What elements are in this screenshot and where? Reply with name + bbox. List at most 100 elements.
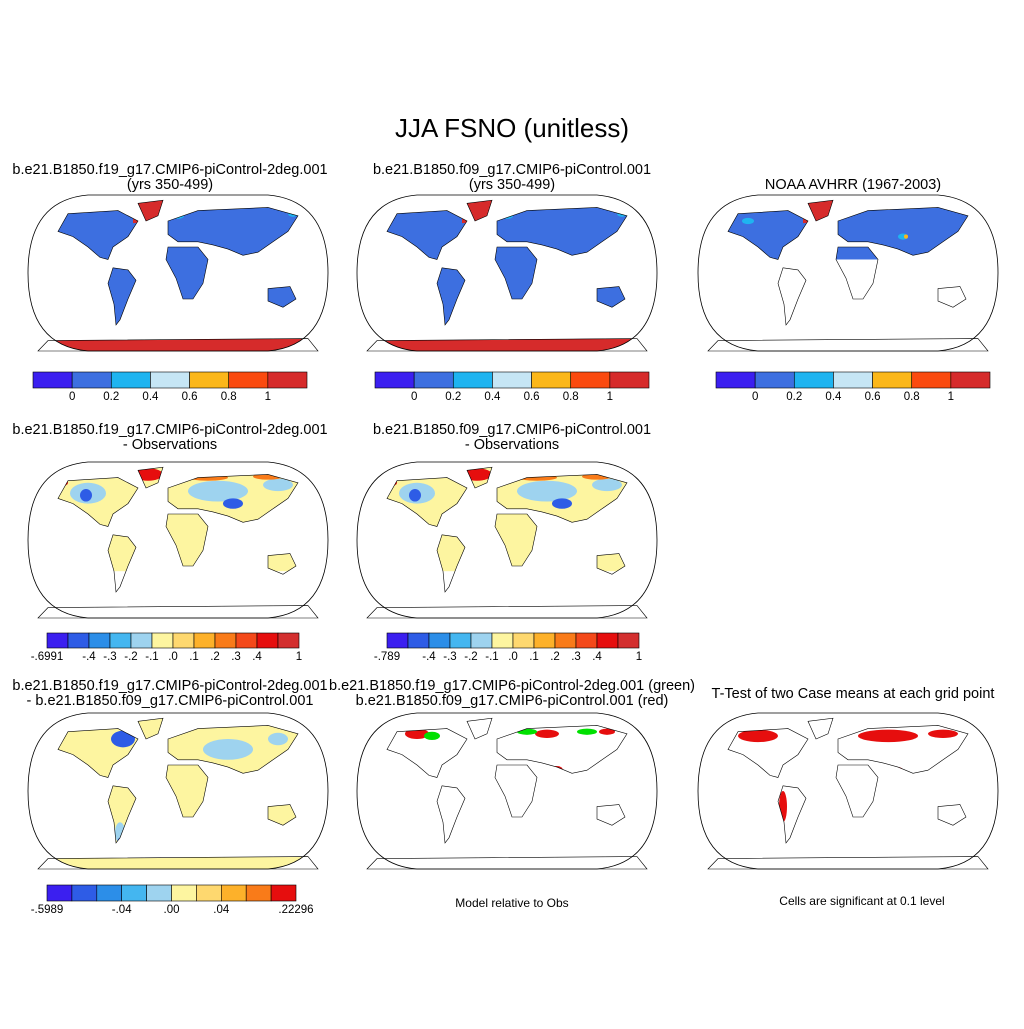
colorbar-box bbox=[413, 371, 454, 389]
map-frame bbox=[697, 194, 999, 352]
colorbar-box bbox=[109, 632, 132, 649]
map-patch bbox=[738, 729, 778, 743]
panel-title: b.e21.B1850.f19_g17.CMIP6-piControl-2deg… bbox=[12, 422, 327, 438]
colorbar-box bbox=[110, 371, 151, 389]
map bbox=[356, 194, 658, 352]
colorbar-box bbox=[277, 632, 300, 649]
colorbar-label: -.1 bbox=[145, 651, 158, 663]
map bbox=[27, 712, 329, 870]
colorbar-box bbox=[609, 371, 650, 389]
map-patch bbox=[535, 729, 559, 738]
map bbox=[356, 712, 658, 870]
coastline bbox=[707, 199, 989, 352]
colorbar-box bbox=[470, 632, 493, 649]
colorbar-label: .1 bbox=[189, 651, 199, 663]
map-patch bbox=[111, 730, 135, 748]
panel-title: b.e21.B1850.f19_g17.CMIP6-piControl-2deg… bbox=[12, 162, 327, 178]
coastline bbox=[366, 466, 648, 619]
map-frame bbox=[356, 194, 658, 352]
colorbar-label: 0 bbox=[411, 391, 417, 403]
map-frame bbox=[697, 712, 999, 870]
colorbar-label: 0.4 bbox=[484, 391, 501, 403]
colorbar-label: -.4 bbox=[422, 651, 436, 663]
colorbar-label: 1 bbox=[948, 391, 954, 403]
colorbar-box bbox=[71, 884, 98, 902]
colorbar-box bbox=[715, 371, 756, 389]
colorbar-box bbox=[228, 371, 269, 389]
map-frame bbox=[356, 461, 658, 619]
map-patch bbox=[858, 729, 918, 743]
colorbar-box bbox=[121, 884, 147, 902]
colorbar-box bbox=[492, 371, 532, 389]
figure-title: JJA FSNO (unitless) bbox=[395, 113, 629, 143]
panel-title: (yrs 350-499) bbox=[469, 177, 555, 193]
map-patch bbox=[263, 478, 293, 492]
panel-title: - Observations bbox=[465, 437, 559, 453]
colorbar-box bbox=[596, 632, 619, 649]
map-patch bbox=[517, 480, 577, 502]
colorbar-box bbox=[833, 371, 873, 389]
colorbar-box bbox=[67, 632, 90, 649]
colorbar-box bbox=[491, 632, 514, 649]
coastline bbox=[366, 717, 648, 870]
coastline bbox=[366, 199, 648, 352]
colorbar-label: -.5989 bbox=[31, 904, 64, 916]
map-patch bbox=[188, 480, 248, 502]
colorbar-box bbox=[88, 632, 111, 649]
colorbar-box bbox=[617, 632, 640, 649]
colorbar-label: -.1 bbox=[485, 651, 498, 663]
colorbar-box bbox=[46, 884, 73, 902]
colorbar-box bbox=[172, 632, 195, 649]
colorbar-label: .4 bbox=[252, 651, 262, 663]
colorbar-box bbox=[428, 632, 451, 649]
colorbar-box bbox=[267, 371, 308, 389]
colorbar-box bbox=[512, 632, 535, 649]
panel-title: b.e21.B1850.f09_g17.CMIP6-piControl.001 … bbox=[356, 693, 669, 709]
panel-title: b.e21.B1850.f09_g17.CMIP6-piControl.001 bbox=[373, 162, 651, 178]
map-patch bbox=[203, 739, 253, 760]
map-patch bbox=[904, 234, 908, 239]
panel-title: b.e21.B1850.f09_g17.CMIP6-piControl.001 bbox=[373, 422, 651, 438]
colorbar-box bbox=[146, 884, 172, 902]
colorbar-box bbox=[374, 371, 415, 389]
colorbar-box bbox=[872, 371, 913, 389]
colorbar-label: 1 bbox=[265, 391, 271, 403]
colorbar-box bbox=[32, 371, 73, 389]
colorbar-box bbox=[452, 371, 493, 389]
coastline bbox=[37, 466, 319, 619]
colorbar-box bbox=[911, 371, 952, 389]
colorbar-label: 0.4 bbox=[142, 391, 159, 403]
panel-title: b.e21.B1850.f19_g17.CMIP6-piControl-2deg… bbox=[12, 678, 327, 694]
coastline bbox=[707, 717, 989, 870]
colorbar-label: 0 bbox=[752, 391, 758, 403]
map-patch bbox=[592, 478, 622, 492]
map-patch bbox=[552, 498, 572, 509]
colorbar-box bbox=[214, 632, 237, 649]
map-patch bbox=[424, 731, 440, 741]
colorbar-box bbox=[256, 632, 279, 649]
colorbar-label: .0 bbox=[168, 651, 178, 663]
map bbox=[356, 461, 658, 619]
panel-title: (yrs 350-499) bbox=[127, 177, 213, 193]
colorbar-label: 0.8 bbox=[563, 391, 579, 403]
colorbar-box bbox=[950, 371, 991, 389]
colorbar-box bbox=[46, 632, 69, 649]
colorbar-label: 0.6 bbox=[524, 391, 540, 403]
colorbar-box bbox=[554, 632, 577, 649]
colorbar-box bbox=[533, 632, 556, 649]
coastline bbox=[37, 199, 319, 352]
colorbar-box bbox=[570, 371, 611, 389]
map-patch bbox=[599, 728, 615, 735]
colorbar-label: 0.8 bbox=[221, 391, 237, 403]
panel-note: Cells are significant at 0.1 level bbox=[779, 894, 944, 908]
colorbar-label: .04 bbox=[213, 904, 230, 916]
map-patch bbox=[80, 489, 92, 502]
map-frame bbox=[356, 712, 658, 870]
panel-title: T-Test of two Case means at each grid po… bbox=[712, 686, 995, 702]
colorbar-box bbox=[407, 632, 430, 649]
map bbox=[697, 194, 999, 352]
map bbox=[697, 712, 999, 870]
colorbar-label: 1 bbox=[607, 391, 613, 403]
colorbar-label: 0.4 bbox=[825, 391, 842, 403]
